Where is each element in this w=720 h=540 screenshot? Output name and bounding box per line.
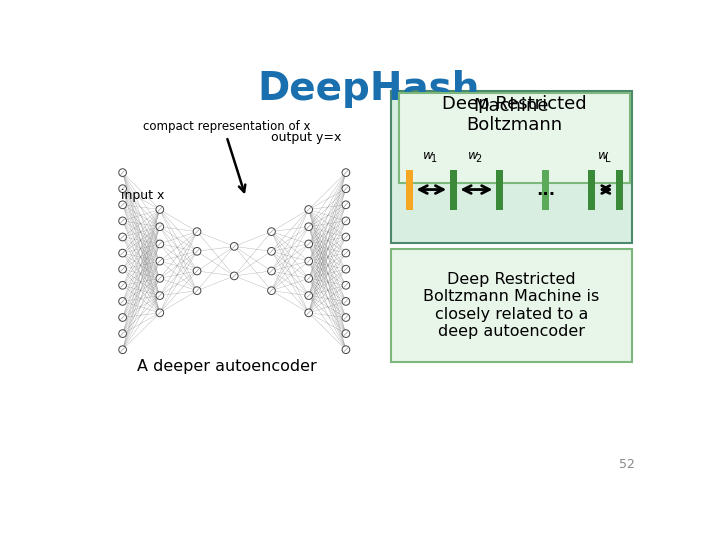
Circle shape: [342, 233, 350, 241]
Bar: [542, 170, 549, 210]
Circle shape: [305, 223, 312, 231]
FancyBboxPatch shape: [399, 92, 630, 183]
Circle shape: [305, 257, 312, 265]
Circle shape: [342, 330, 350, 338]
Circle shape: [119, 281, 127, 289]
Circle shape: [342, 314, 350, 321]
Circle shape: [268, 287, 275, 294]
Circle shape: [342, 185, 350, 193]
Circle shape: [119, 217, 127, 225]
Circle shape: [156, 206, 163, 213]
Circle shape: [119, 346, 127, 354]
Circle shape: [156, 309, 163, 316]
Circle shape: [119, 249, 127, 257]
Circle shape: [342, 249, 350, 257]
Text: Deep Restricted
Boltzmann: Deep Restricted Boltzmann: [442, 96, 587, 134]
Circle shape: [119, 168, 127, 177]
Circle shape: [156, 292, 163, 300]
Text: output y=x: output y=x: [271, 131, 341, 144]
Text: w: w: [423, 149, 433, 162]
Circle shape: [305, 309, 312, 316]
Circle shape: [230, 272, 238, 280]
Circle shape: [342, 281, 350, 289]
Circle shape: [342, 265, 350, 273]
Bar: [450, 170, 456, 210]
Circle shape: [305, 240, 312, 248]
FancyBboxPatch shape: [392, 249, 631, 362]
Circle shape: [305, 274, 312, 282]
Circle shape: [119, 298, 127, 305]
Circle shape: [305, 206, 312, 213]
Bar: [588, 170, 595, 210]
Text: input x: input x: [121, 189, 164, 202]
Circle shape: [342, 168, 350, 177]
Circle shape: [156, 240, 163, 248]
Circle shape: [193, 228, 201, 235]
Circle shape: [119, 265, 127, 273]
Circle shape: [156, 274, 163, 282]
Circle shape: [193, 287, 201, 294]
Circle shape: [193, 247, 201, 255]
FancyBboxPatch shape: [392, 91, 631, 242]
Circle shape: [268, 247, 275, 255]
Text: L: L: [606, 154, 611, 164]
Circle shape: [156, 257, 163, 265]
Circle shape: [119, 330, 127, 338]
Bar: [496, 170, 503, 210]
Circle shape: [119, 201, 127, 208]
Circle shape: [305, 292, 312, 300]
Text: compact representation of x: compact representation of x: [143, 120, 310, 133]
Text: 52: 52: [618, 458, 634, 471]
Text: 2: 2: [476, 154, 482, 164]
Bar: [616, 170, 623, 210]
Circle shape: [342, 217, 350, 225]
Circle shape: [268, 228, 275, 235]
Circle shape: [119, 233, 127, 241]
Circle shape: [230, 242, 238, 250]
Text: Deep Restricted
Boltzmann Machine is
closely related to a
deep autoencoder: Deep Restricted Boltzmann Machine is clo…: [423, 272, 600, 339]
Text: ...: ...: [536, 180, 555, 199]
Circle shape: [119, 185, 127, 193]
Circle shape: [119, 314, 127, 321]
Text: A deeper autoencoder: A deeper autoencoder: [137, 359, 316, 374]
Text: w: w: [468, 149, 479, 162]
Circle shape: [342, 201, 350, 208]
Text: DeepHash: DeepHash: [258, 70, 480, 109]
Text: w: w: [598, 149, 608, 162]
Circle shape: [268, 267, 275, 275]
Text: 1: 1: [431, 154, 437, 164]
Circle shape: [342, 346, 350, 354]
Circle shape: [156, 223, 163, 231]
Circle shape: [342, 298, 350, 305]
Text: Machine: Machine: [474, 97, 549, 114]
Circle shape: [193, 267, 201, 275]
Bar: [406, 170, 413, 210]
